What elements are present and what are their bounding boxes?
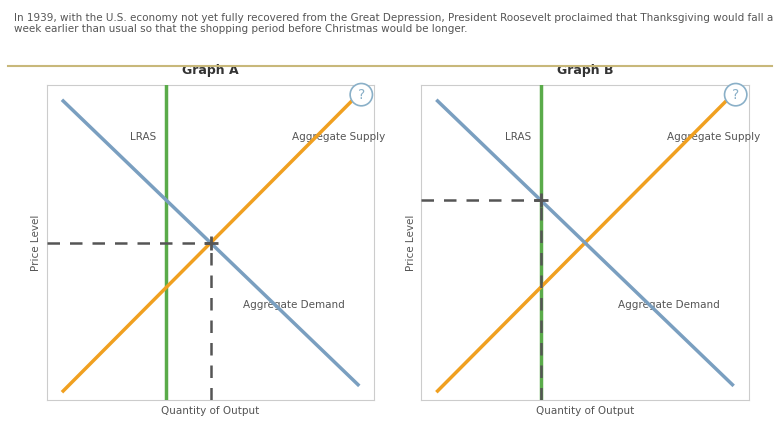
Y-axis label: Price Level: Price Level	[31, 215, 41, 271]
Text: LRAS: LRAS	[130, 132, 157, 142]
Text: Aggregate Supply: Aggregate Supply	[667, 132, 760, 142]
X-axis label: Quantity of Output: Quantity of Output	[161, 406, 260, 416]
Text: In 1939, with the U.S. economy not yet fully recovered from the Great Depression: In 1939, with the U.S. economy not yet f…	[14, 13, 773, 35]
Text: Aggregate Supply: Aggregate Supply	[292, 132, 386, 142]
Text: ?: ?	[358, 88, 365, 102]
Title: Graph A: Graph A	[183, 64, 239, 77]
Text: LRAS: LRAS	[505, 132, 531, 142]
Text: Aggregate Demand: Aggregate Demand	[243, 299, 345, 310]
Text: ?: ?	[732, 88, 739, 102]
Text: Aggregate Demand: Aggregate Demand	[618, 299, 719, 310]
Title: Graph B: Graph B	[557, 64, 613, 77]
Y-axis label: Price Level: Price Level	[406, 215, 416, 271]
X-axis label: Quantity of Output: Quantity of Output	[536, 406, 634, 416]
